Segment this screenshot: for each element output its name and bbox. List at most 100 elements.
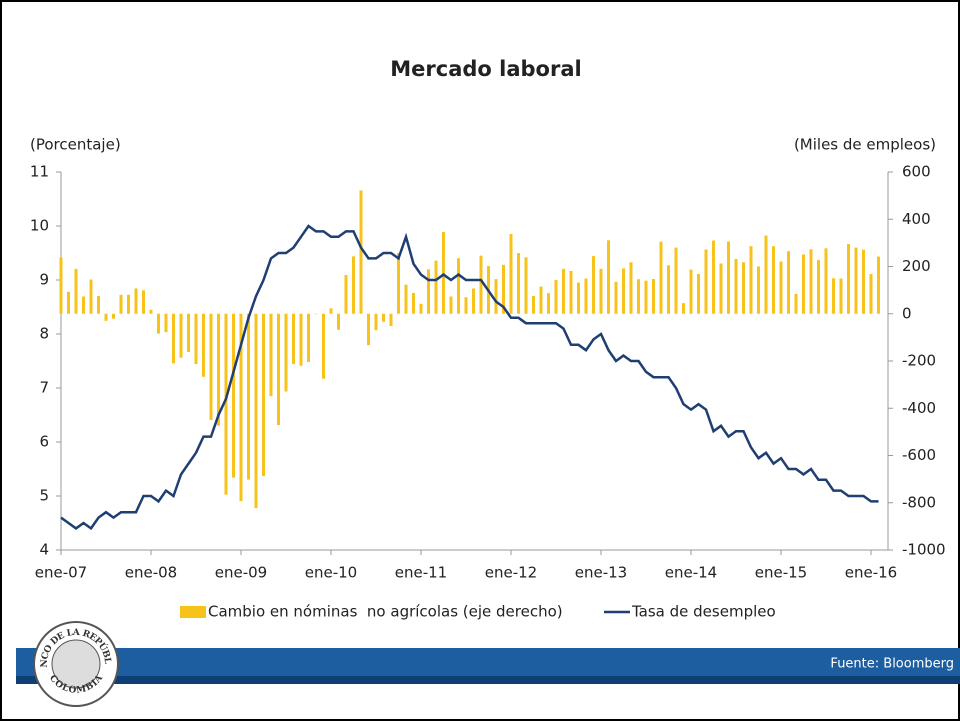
bar <box>629 262 633 314</box>
y2-tick-label: 200 <box>902 257 931 275</box>
y-axis-label: (Porcentaje) <box>30 136 121 154</box>
bar <box>464 297 468 314</box>
bar <box>209 313 213 421</box>
x-tick-label: ene-11 <box>395 564 447 582</box>
bar <box>434 260 438 314</box>
bar <box>779 261 783 314</box>
legend-label: Tasa de desempleo <box>631 603 776 621</box>
bar <box>719 263 723 314</box>
bar <box>427 269 430 314</box>
bar <box>809 249 813 314</box>
bar <box>757 266 760 314</box>
bar <box>389 313 393 327</box>
bar <box>569 270 573 314</box>
line <box>60 224 879 531</box>
bar <box>194 313 198 365</box>
x-tick-label: ene-07 <box>35 564 87 582</box>
bar <box>89 279 93 314</box>
bar <box>877 256 880 314</box>
bar <box>239 313 243 502</box>
legend-label: Cambio en nóminas no agrícolas (eje dere… <box>208 603 563 621</box>
bar <box>509 233 513 314</box>
bar <box>352 256 355 314</box>
bar <box>247 313 250 480</box>
bar <box>614 281 618 314</box>
bar <box>187 313 190 353</box>
bar <box>284 313 288 392</box>
bar <box>652 279 655 314</box>
bar <box>179 313 183 358</box>
bar <box>442 232 445 314</box>
bar <box>539 286 543 314</box>
bar <box>862 249 865 314</box>
y2-tick-label: 400 <box>902 210 931 228</box>
bar <box>554 279 558 314</box>
bar <box>682 303 685 314</box>
bar <box>787 251 790 314</box>
bar <box>817 259 820 314</box>
bar <box>637 279 640 314</box>
y-tick-label: 10 <box>30 217 49 235</box>
bar <box>59 257 63 314</box>
bar <box>479 255 483 314</box>
bar <box>367 313 370 346</box>
bar <box>119 294 123 314</box>
bar <box>869 274 873 314</box>
bar <box>667 265 670 314</box>
bar <box>592 256 595 314</box>
bar <box>502 264 505 314</box>
y-tick-label: 7 <box>39 379 49 397</box>
bar <box>599 268 603 314</box>
bar <box>524 257 528 314</box>
bar <box>449 296 453 314</box>
bar <box>337 313 340 330</box>
y-tick-label: 6 <box>39 433 49 451</box>
bar <box>749 246 753 314</box>
bar <box>172 313 175 364</box>
bar <box>262 313 265 477</box>
y-tick-label: 9 <box>39 271 49 289</box>
bar <box>644 280 648 314</box>
bar <box>97 296 100 314</box>
y2-tick-label: 0 <box>902 304 912 322</box>
y2-tick-label: 600 <box>902 163 931 181</box>
bar <box>772 246 775 314</box>
y2-tick-label: -400 <box>902 399 936 417</box>
bar <box>74 268 78 314</box>
bar <box>764 235 768 314</box>
bar <box>82 296 85 314</box>
x-tick-label: ene-08 <box>125 564 177 582</box>
bar <box>67 291 70 314</box>
bar <box>299 313 303 366</box>
bar <box>374 313 378 331</box>
bar <box>127 294 130 314</box>
bar <box>254 313 258 509</box>
bar <box>359 190 363 314</box>
bar <box>269 313 273 397</box>
y2-tick-label: -1000 <box>902 541 946 559</box>
y2-tick-label: -200 <box>902 352 936 370</box>
bar <box>854 247 858 314</box>
bar <box>847 244 850 314</box>
bar <box>547 293 550 314</box>
bar <box>412 292 415 314</box>
chart-title: Mercado laboral <box>390 57 581 81</box>
logo-center <box>51 639 101 689</box>
bar <box>517 253 520 314</box>
bar <box>104 313 108 321</box>
bar <box>142 290 145 314</box>
bar <box>802 254 805 314</box>
bar <box>202 313 205 377</box>
bar <box>824 248 828 314</box>
y-tick-label: 5 <box>39 487 49 505</box>
bar <box>329 308 333 314</box>
bar <box>232 313 235 478</box>
bar <box>607 240 610 314</box>
bar <box>734 258 738 314</box>
bar <box>562 268 565 314</box>
bar <box>839 278 843 314</box>
footer-shadow <box>16 676 960 684</box>
bar <box>674 247 678 314</box>
bar <box>584 278 588 314</box>
